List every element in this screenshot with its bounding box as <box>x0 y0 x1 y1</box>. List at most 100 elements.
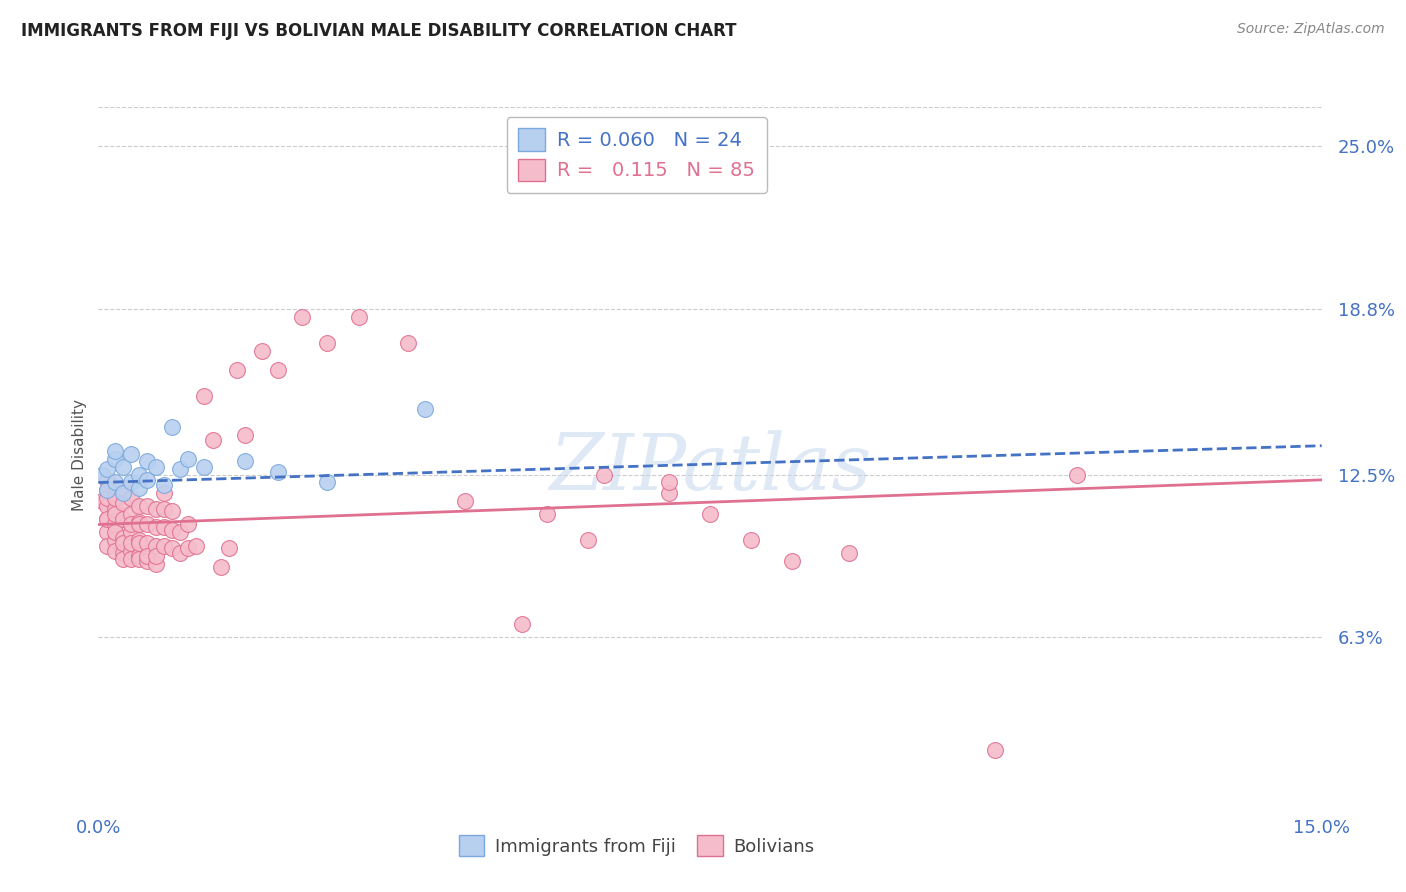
Point <box>593 467 616 482</box>
Point <box>152 520 174 534</box>
Point <box>267 362 290 376</box>
Point <box>111 536 134 550</box>
Point <box>96 491 118 506</box>
Point <box>193 459 215 474</box>
Point <box>104 451 127 466</box>
Point <box>136 499 159 513</box>
Point <box>120 507 142 521</box>
Point <box>104 507 127 521</box>
Point <box>1066 467 1088 482</box>
Text: Source: ZipAtlas.com: Source: ZipAtlas.com <box>1237 22 1385 37</box>
Point <box>250 344 273 359</box>
Point <box>152 539 174 553</box>
Point <box>128 551 150 566</box>
Point <box>160 504 183 518</box>
Point <box>177 541 200 555</box>
Point <box>315 336 337 351</box>
Point <box>120 525 142 540</box>
Point <box>104 533 127 548</box>
Point <box>128 499 150 513</box>
Point <box>160 420 183 434</box>
Point <box>91 467 114 482</box>
Point <box>136 536 159 550</box>
Legend: Immigrants from Fiji, Bolivians: Immigrants from Fiji, Bolivians <box>451 828 821 863</box>
Point <box>177 517 200 532</box>
Point <box>104 543 127 558</box>
Point <box>658 475 681 490</box>
Point <box>111 551 134 566</box>
Point <box>120 543 142 558</box>
Point <box>120 491 142 506</box>
Point <box>315 475 337 490</box>
Point <box>740 533 762 548</box>
Point <box>96 512 118 526</box>
Point <box>984 743 1007 757</box>
Point <box>536 507 558 521</box>
Point <box>152 478 174 492</box>
Text: IMMIGRANTS FROM FIJI VS BOLIVIAN MALE DISABILITY CORRELATION CHART: IMMIGRANTS FROM FIJI VS BOLIVIAN MALE DI… <box>21 22 737 40</box>
Point <box>145 557 167 571</box>
Point <box>838 546 860 560</box>
Point <box>96 525 118 540</box>
Point <box>201 434 224 448</box>
Point <box>145 520 167 534</box>
Point <box>136 554 159 568</box>
Point <box>145 549 167 563</box>
Point <box>136 454 159 468</box>
Point <box>177 451 200 466</box>
Point <box>226 362 249 376</box>
Point <box>780 554 803 568</box>
Point <box>169 525 191 540</box>
Point <box>104 501 127 516</box>
Point <box>104 486 127 500</box>
Point <box>104 444 127 458</box>
Point <box>96 512 118 526</box>
Point <box>136 517 159 532</box>
Point <box>413 401 436 416</box>
Point <box>160 523 183 537</box>
Point <box>193 389 215 403</box>
Point <box>128 467 150 482</box>
Point <box>145 501 167 516</box>
Point <box>120 536 142 550</box>
Point <box>233 454 256 468</box>
Point <box>120 475 142 490</box>
Point <box>145 539 167 553</box>
Point <box>128 515 150 529</box>
Point <box>120 517 142 532</box>
Point <box>96 499 118 513</box>
Point <box>104 491 127 506</box>
Point <box>658 486 681 500</box>
Point <box>512 617 534 632</box>
Point <box>169 546 191 560</box>
Y-axis label: Male Disability: Male Disability <box>72 399 87 511</box>
Point <box>120 447 142 461</box>
Point <box>111 512 134 526</box>
Point <box>111 481 134 495</box>
Point <box>136 473 159 487</box>
Point <box>128 481 150 495</box>
Point <box>454 494 477 508</box>
Point <box>128 533 150 548</box>
Point <box>96 483 118 498</box>
Point <box>291 310 314 324</box>
Point <box>128 536 150 550</box>
Text: ZIPatlas: ZIPatlas <box>548 431 872 507</box>
Point <box>396 336 419 351</box>
Point <box>145 459 167 474</box>
Point <box>128 517 150 532</box>
Point <box>111 486 134 500</box>
Point <box>91 494 114 508</box>
Point <box>111 496 134 510</box>
Point <box>111 459 134 474</box>
Point <box>96 483 118 498</box>
Point <box>233 428 256 442</box>
Point <box>96 539 118 553</box>
Point <box>136 549 159 563</box>
Point <box>576 533 599 548</box>
Point <box>349 310 371 324</box>
Point <box>96 473 118 487</box>
Point <box>160 541 183 555</box>
Point <box>218 541 240 555</box>
Point <box>111 546 134 560</box>
